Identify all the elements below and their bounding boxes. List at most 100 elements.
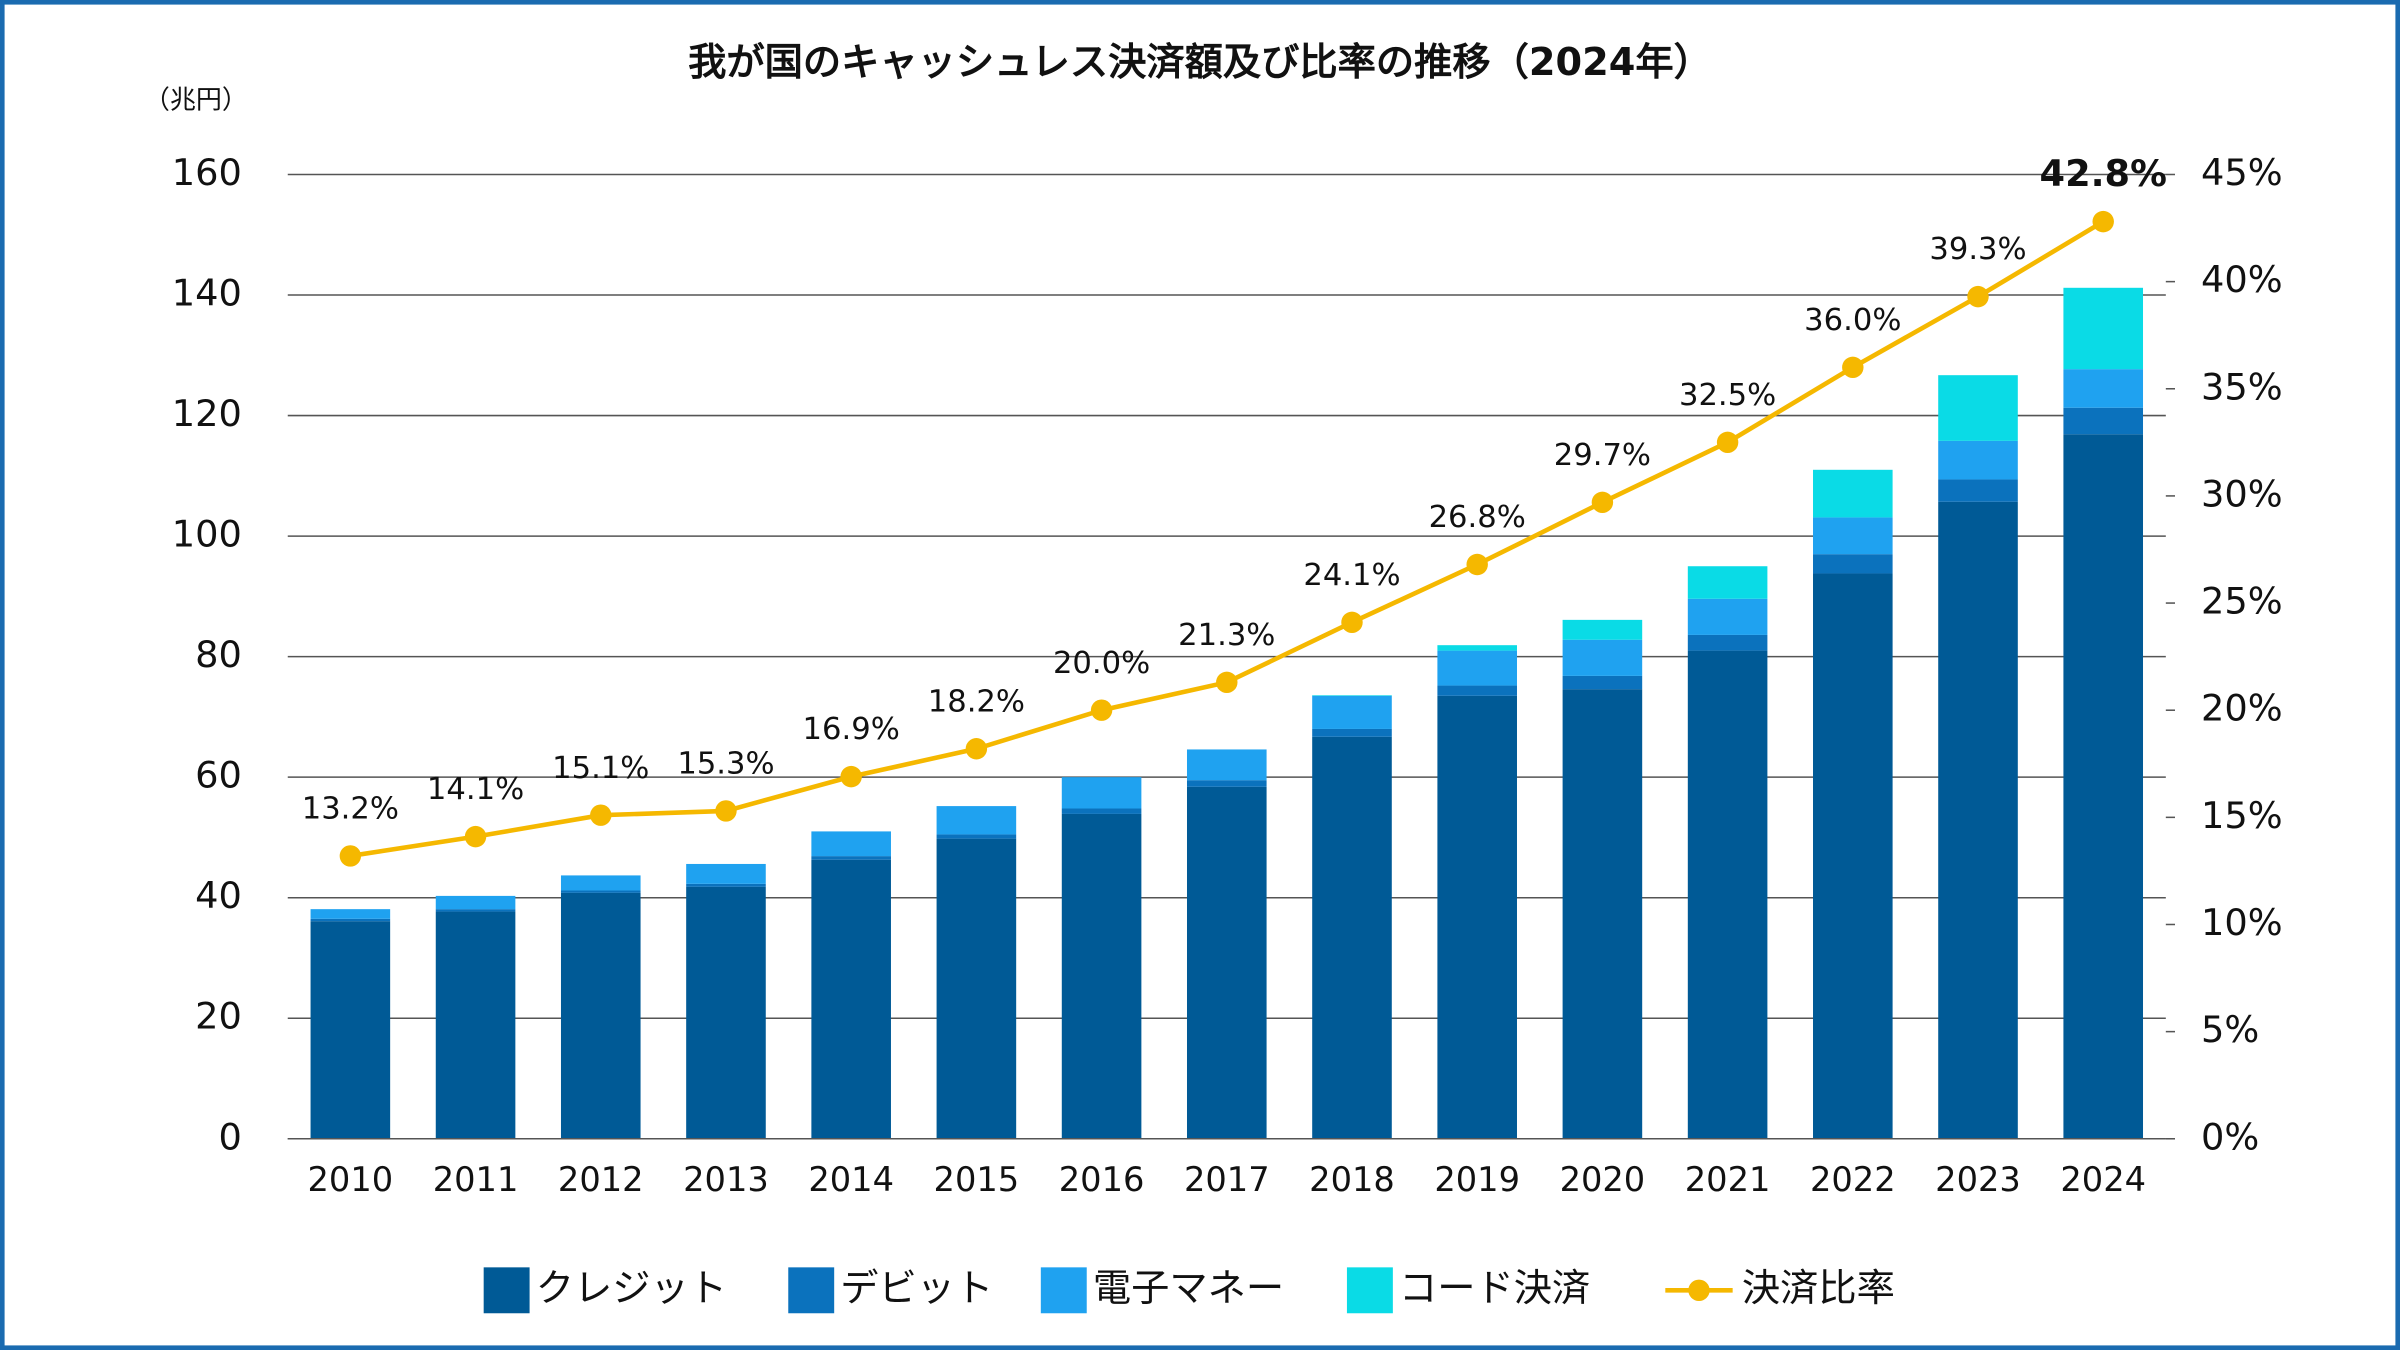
legend-label: コード決済 (1399, 1266, 1590, 1311)
bar-segment (1813, 517, 1893, 555)
x-tick-label: 2019 (1434, 1160, 1520, 1199)
data-label: 26.8% (1429, 500, 1526, 535)
legend-swatch (788, 1267, 835, 1314)
bar-segment (1312, 736, 1392, 1139)
legend-marker (1688, 1279, 1710, 1302)
line-point (715, 800, 737, 822)
y-tick-label: 100 (172, 513, 242, 556)
y-tick-label: 140 (172, 272, 242, 315)
line-point (1842, 356, 1864, 379)
bar-segment (1938, 375, 2018, 441)
bar-segment (1312, 695, 1392, 696)
x-tick-label: 2010 (308, 1160, 394, 1199)
y2-tick-label: 40% (2201, 258, 2283, 301)
bar-segment (2063, 434, 2144, 1139)
bar-segment (811, 856, 891, 860)
bar-segment (1562, 689, 1643, 1139)
y-axis-label: （兆円） (144, 86, 248, 116)
data-label: 15.1% (552, 751, 649, 786)
legend-swatch (483, 1267, 530, 1314)
bar-segment (686, 883, 766, 887)
line-point (1967, 285, 1989, 308)
data-label: 29.7% (1554, 438, 1651, 473)
y-tick-label: 80 (195, 633, 242, 676)
data-label: 36.0% (1804, 303, 1901, 338)
bar-segment (686, 863, 766, 884)
y-tick-label: 160 (172, 151, 242, 194)
x-tick-label: 2017 (1184, 1160, 1270, 1199)
bar-segment (1813, 573, 1893, 1139)
data-label: 24.1% (1303, 558, 1400, 593)
data-label: 39.3% (1929, 232, 2026, 267)
data-label: 15.3% (677, 747, 774, 782)
y2-tick-label: 0% (2201, 1115, 2259, 1158)
bar-segment (1687, 650, 1768, 1139)
y2-tick-label: 15% (2201, 794, 2283, 837)
data-label: 32.5% (1679, 378, 1776, 413)
legend-label: 決済比率 (1742, 1266, 1895, 1311)
y-tick-label: 20 (195, 995, 242, 1038)
data-label: 20.0% (1053, 646, 1150, 681)
line-point (1716, 431, 1739, 454)
line-point (1591, 491, 1614, 514)
bar-segment (435, 909, 516, 912)
bar-segment (1312, 695, 1392, 729)
x-tick-label: 2021 (1685, 1160, 1771, 1199)
x-tick-label: 2014 (808, 1160, 894, 1199)
bar-segment (310, 921, 391, 1139)
bar-segment (936, 838, 1017, 1139)
line-point (965, 738, 988, 760)
legend-label: クレジット (536, 1266, 727, 1311)
bar-segment (435, 895, 516, 910)
bar-segment (435, 911, 516, 1139)
data-label: 14.1% (427, 772, 524, 807)
x-tick-label: 2015 (934, 1160, 1020, 1199)
bar-segment (1813, 554, 1893, 574)
line-point (464, 825, 487, 848)
data-label: 16.9% (803, 712, 900, 747)
line-point (1090, 699, 1113, 721)
bar-segment (1813, 469, 1893, 518)
y2-tick-label: 30% (2201, 472, 2283, 515)
bar-segment (560, 892, 641, 1139)
data-label: 13.2% (302, 792, 399, 827)
bar-segment (811, 831, 891, 857)
data-label: 21.3% (1178, 618, 1275, 653)
bar-segment (1437, 650, 1517, 686)
legend-swatch (1040, 1267, 1087, 1314)
y-tick-label: 120 (172, 392, 242, 435)
bar-segment (1061, 813, 1142, 1139)
x-tick-label: 2023 (1935, 1160, 2021, 1199)
y-tick-label: 40 (195, 874, 242, 917)
x-tick-label: 2016 (1059, 1160, 1145, 1199)
bar-segment (1562, 619, 1643, 640)
bar-segment (1312, 728, 1392, 737)
x-tick-label: 2020 (1560, 1160, 1646, 1199)
data-label: 18.2% (928, 684, 1025, 719)
bar-segment (1186, 780, 1267, 787)
bar-segment (1437, 645, 1517, 651)
bar-segment (811, 859, 891, 1139)
bar-segment (1687, 634, 1768, 651)
bar-segment (1437, 695, 1517, 1139)
data-label: 42.8% (2040, 152, 2167, 195)
bar-segment (936, 806, 1017, 835)
bar-segment (1938, 440, 2018, 480)
bar-segment (1938, 501, 2018, 1139)
line-point (840, 765, 862, 788)
y-tick-label: 60 (195, 754, 242, 797)
bar-segment (1186, 749, 1267, 781)
x-tick-label: 2018 (1309, 1160, 1395, 1199)
bar-segment (1186, 786, 1267, 1139)
bar-segment (686, 886, 766, 1139)
y2-tick-label: 20% (2201, 687, 2283, 730)
bar-segment (310, 918, 391, 922)
y2-tick-label: 25% (2201, 580, 2283, 623)
line-point (339, 845, 362, 867)
bar-segment (1562, 639, 1643, 676)
bar-segment (1061, 777, 1142, 809)
bar-segment (1687, 598, 1768, 635)
bar-segment (1687, 566, 1768, 599)
y2-tick-label: 35% (2201, 365, 2283, 408)
